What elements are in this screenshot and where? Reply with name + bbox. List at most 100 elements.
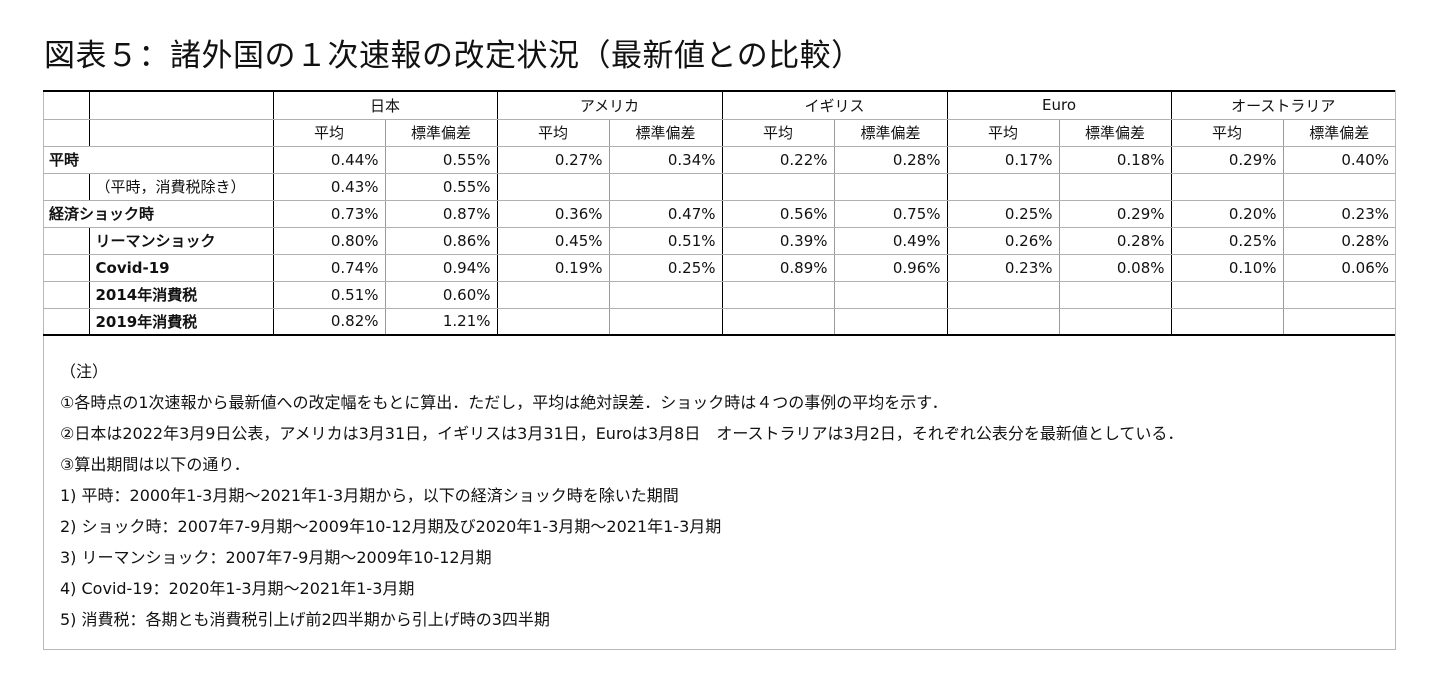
group-header-japan: 日本 — [272, 90, 497, 120]
mean-cell — [946, 307, 1059, 336]
mean-cell: 0.36% — [496, 199, 609, 228]
note-period: 4) Covid-19：2020年1-3月期～2021年1-3月期 — [60, 579, 415, 598]
table-row: 平時 0.44% 0.55% 0.27% 0.34% 0.22% 0.28% 0.17% 0.1… — [43, 145, 1395, 174]
stdev-cell: 0.34% — [608, 145, 722, 174]
row-indent-cell — [43, 172, 89, 201]
mean-cell — [946, 172, 1059, 201]
col-header-stdev: 標準偏差 — [384, 118, 497, 147]
mean-cell: 0.23% — [946, 253, 1059, 282]
mean-cell — [496, 172, 609, 201]
table-row: リーマンショック 0.80% 0.86% 0.45% 0.51% 0.39% 0.49% 0.… — [43, 226, 1395, 255]
stdev-cell: 0.28% — [833, 145, 947, 174]
stdev-cell — [833, 172, 947, 201]
note-period: 5) 消費税：各期とも消費税引上げ前2四半期から引上げ時の3四半期 — [60, 610, 550, 629]
col-header-stdev: 標準偏差 — [1058, 118, 1171, 147]
stdev-cell: 0.18% — [1058, 145, 1171, 174]
mean-cell: 0.27% — [496, 145, 609, 174]
table-row: Covid-19 0.74% 0.94% 0.19% 0.25% 0.89% 0.96% 0.… — [43, 253, 1395, 282]
group-header-row: 日本 アメリカ イギリス Euro オーストラリア — [43, 90, 1395, 120]
row-label: 平時 — [43, 145, 273, 174]
stdev-cell — [608, 172, 722, 201]
row-label: 経済ショック時 — [43, 199, 273, 228]
note-period: 2) ショック時：2007年7-9月期～2009年10-12月期及び2020年1… — [60, 517, 722, 536]
stdev-cell — [1058, 307, 1171, 336]
row-indent-cell — [43, 280, 89, 309]
mean-cell: 0.51% — [272, 280, 385, 309]
corner-cell — [88, 90, 273, 120]
mean-cell: 0.19% — [496, 253, 609, 282]
stdev-cell: 0.49% — [833, 226, 947, 255]
stdev-cell: 0.25% — [608, 253, 722, 282]
col-header-mean: 平均 — [272, 118, 385, 147]
row-indent-cell — [43, 253, 89, 282]
stdev-cell: 0.75% — [833, 199, 947, 228]
stdev-cell: 1.21% — [384, 307, 497, 336]
row-indent-cell — [43, 226, 89, 255]
mean-cell: 0.82% — [272, 307, 385, 336]
note-item: ③算出期間は以下の通り． — [60, 455, 250, 474]
row-sublabel: リーマンショック — [88, 226, 273, 255]
stdev-cell: 0.06% — [1282, 253, 1395, 282]
stdev-cell: 0.47% — [608, 199, 722, 228]
mean-cell: 0.74% — [272, 253, 385, 282]
mean-cell: 0.43% — [272, 172, 385, 201]
corner-cell — [88, 118, 273, 147]
sub-header-row: 平均 標準偏差 平均 標準偏差 平均 標準偏差 平均 標準偏差 平均 標準偏差 — [43, 118, 1395, 147]
table-row: 2019年消費税 0.82% 1.21% — [43, 307, 1395, 336]
mean-cell: 0.29% — [1170, 145, 1283, 174]
mean-cell: 0.26% — [946, 226, 1059, 255]
stdev-cell: 0.51% — [608, 226, 722, 255]
mean-cell: 0.10% — [1170, 253, 1283, 282]
stdev-cell — [608, 307, 722, 336]
stdev-cell: 0.96% — [833, 253, 947, 282]
mean-cell: 0.44% — [272, 145, 385, 174]
stdev-cell: 0.23% — [1282, 199, 1395, 228]
row-sublabel: Covid-19 — [88, 253, 273, 282]
note-item: ②日本は2022年3月9日公表，アメリカは3月31日，イギリスは3月31日，Eu… — [60, 424, 1184, 443]
col-header-mean: 平均 — [1170, 118, 1283, 147]
note-period: 1) 平時：2000年1-3月期～2021年1-3月期から，以下の経済ショック時… — [60, 486, 679, 505]
col-header-stdev: 標準偏差 — [608, 118, 722, 147]
stdev-cell — [1282, 280, 1395, 309]
stdev-cell — [1282, 172, 1395, 201]
mean-cell — [946, 280, 1059, 309]
stdev-cell: 0.86% — [384, 226, 497, 255]
mean-cell — [496, 307, 609, 336]
stdev-cell: 0.28% — [1282, 226, 1395, 255]
mean-cell — [1170, 172, 1283, 201]
stdev-cell — [833, 307, 947, 336]
revision-table: 日本 アメリカ イギリス Euro オーストラリア 平均 標準偏差 平均 標準偏… — [43, 90, 1395, 336]
note-item: ①各時点の1次速報から最新値への改定幅をもとに算出．ただし，平均は絶対誤差．ショ… — [60, 393, 948, 412]
table-body: 平時 0.44% 0.55% 0.27% 0.34% 0.22% 0.28% 0.17% 0.1… — [43, 145, 1395, 336]
mean-cell: 0.89% — [721, 253, 834, 282]
group-header-euro: Euro — [946, 90, 1171, 120]
table-row: （平時，消費税除き） 0.43% 0.55% — [43, 172, 1395, 201]
stdev-cell — [608, 280, 722, 309]
row-sublabel: （平時，消費税除き） — [88, 172, 273, 201]
mean-cell: 0.25% — [1170, 226, 1283, 255]
mean-cell — [721, 172, 834, 201]
col-header-stdev: 標準偏差 — [1282, 118, 1395, 147]
mean-cell: 0.25% — [946, 199, 1059, 228]
col-header-stdev: 標準偏差 — [833, 118, 947, 147]
mean-cell — [1170, 280, 1283, 309]
stdev-cell: 0.08% — [1058, 253, 1171, 282]
col-header-mean: 平均 — [721, 118, 834, 147]
corner-cell — [43, 90, 89, 120]
group-header-usa: アメリカ — [496, 90, 722, 120]
row-indent-cell — [43, 307, 89, 336]
mean-cell: 0.17% — [946, 145, 1059, 174]
mean-cell: 0.80% — [272, 226, 385, 255]
mean-cell — [721, 307, 834, 336]
mean-cell: 0.45% — [496, 226, 609, 255]
group-header-australia: オーストラリア — [1170, 90, 1395, 120]
stdev-cell: 0.87% — [384, 199, 497, 228]
stdev-cell — [833, 280, 947, 309]
table-row: 2014年消費税 0.51% 0.60% — [43, 280, 1395, 309]
col-header-mean: 平均 — [946, 118, 1059, 147]
table-row: 経済ショック時 0.73% 0.87% 0.36% 0.47% 0.56% 0.75% 0.2… — [43, 199, 1395, 228]
mean-cell — [1170, 307, 1283, 336]
stdev-cell: 0.29% — [1058, 199, 1171, 228]
stdev-cell — [1282, 307, 1395, 336]
mean-cell: 0.56% — [721, 199, 834, 228]
